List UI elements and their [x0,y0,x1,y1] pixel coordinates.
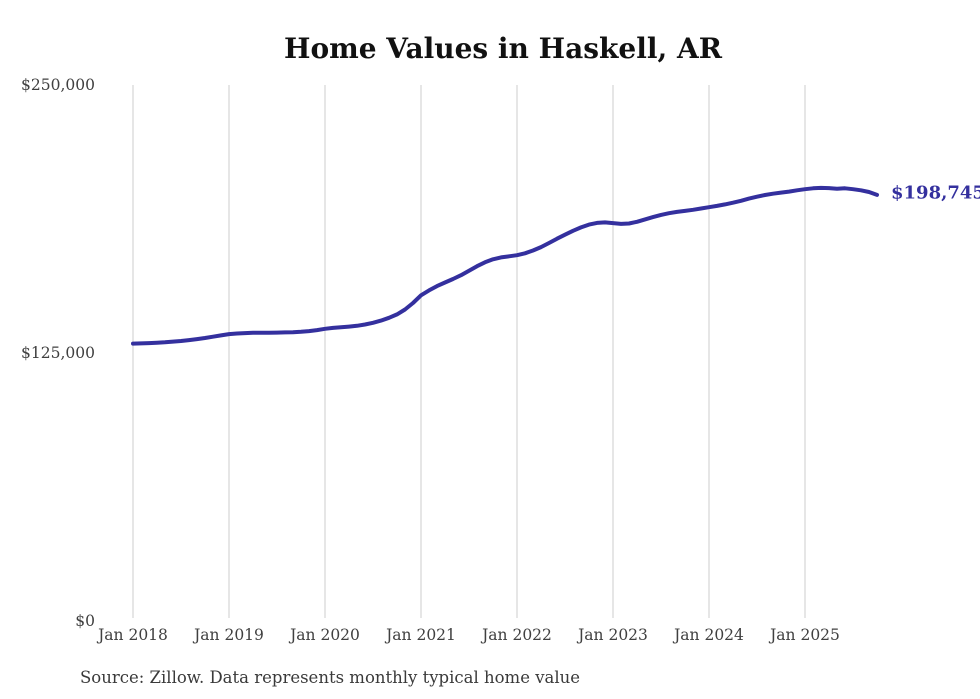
gridlines [132,85,806,618]
end-value-label: $198,745 [891,182,980,203]
x-tick-label: Jan 2022 [480,626,552,644]
x-tick-label: Jan 2019 [192,626,264,644]
value-line [131,185,879,346]
x-tick-label: Jan 2023 [576,626,648,644]
y-axis-labels: $250,000 $125,000 $0 [21,76,95,630]
x-axis-labels: Jan 2018 Jan 2019 Jan 2020 Jan 2021 Jan 2022… [96,626,840,644]
y-tick-label: $0 [75,612,95,630]
x-tick-label: Jan 2021 [384,626,456,644]
x-tick-label: Jan 2025 [768,626,840,644]
x-tick-label: Jan 2024 [672,626,744,644]
source-note: Source: Zillow. Data represents monthly … [80,668,580,687]
x-tick-label: Jan 2018 [96,626,168,644]
y-tick-label: $125,000 [21,344,95,362]
y-tick-label: $250,000 [21,76,95,94]
chart-title: Home Values in Haskell, AR [284,32,723,65]
x-tick-label: Jan 2020 [288,626,360,644]
